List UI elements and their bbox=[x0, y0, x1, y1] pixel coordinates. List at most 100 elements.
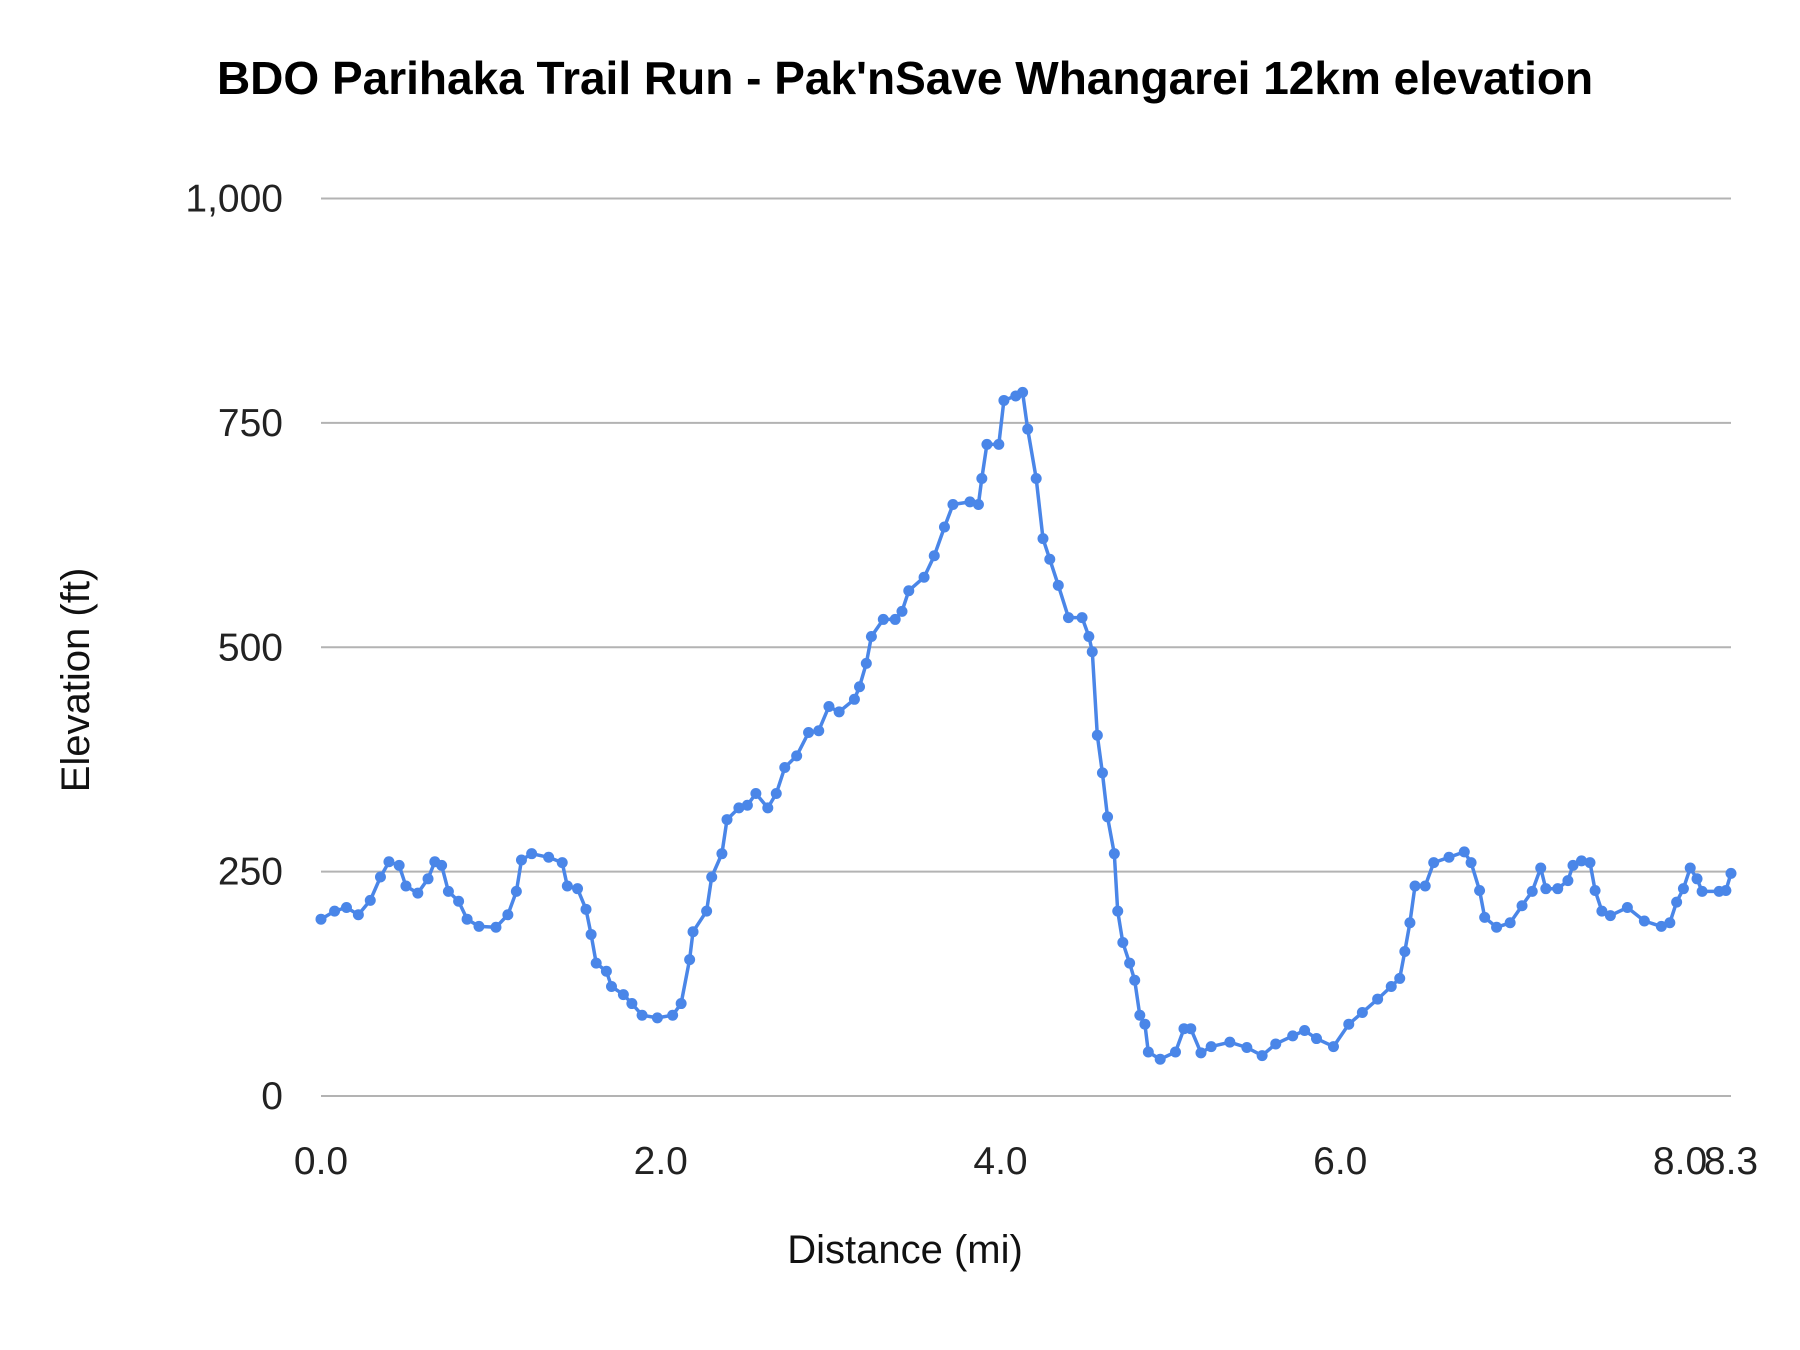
data-point bbox=[1129, 974, 1141, 986]
data-point bbox=[1479, 911, 1491, 923]
x-axis-ticks: 0.0 2.0 4.0 6.0 8.08.3 bbox=[294, 1140, 1758, 1183]
data-point bbox=[675, 998, 687, 1010]
data-point bbox=[733, 802, 745, 814]
data-point bbox=[1083, 630, 1095, 642]
data-point bbox=[1372, 993, 1384, 1005]
data-point bbox=[1474, 884, 1486, 896]
data-point bbox=[779, 762, 791, 774]
data-point bbox=[1465, 857, 1477, 869]
data-point bbox=[1044, 553, 1056, 565]
x-tick-label: 6.0 bbox=[1313, 1140, 1367, 1183]
data-point bbox=[1725, 867, 1737, 879]
data-point bbox=[1535, 862, 1547, 874]
data-point bbox=[716, 848, 728, 860]
data-point bbox=[340, 902, 352, 914]
data-point bbox=[993, 438, 1005, 450]
data-point bbox=[1030, 473, 1042, 485]
data-point bbox=[1664, 917, 1676, 929]
data-point bbox=[329, 905, 341, 917]
data-point bbox=[1576, 855, 1588, 867]
data-point bbox=[928, 550, 940, 562]
data-point bbox=[510, 885, 522, 897]
data-point bbox=[1526, 885, 1538, 897]
data-point bbox=[903, 585, 915, 597]
x-tick-label: 4.0 bbox=[973, 1140, 1027, 1183]
data-point bbox=[1086, 646, 1098, 658]
data-point bbox=[918, 571, 930, 583]
data-point bbox=[383, 856, 395, 868]
data-point bbox=[561, 880, 573, 892]
x-tick-label: 0.0 bbox=[294, 1140, 348, 1183]
data-point bbox=[605, 981, 617, 993]
data-point bbox=[473, 920, 485, 932]
data-point bbox=[1562, 875, 1574, 887]
data-point bbox=[1017, 386, 1029, 398]
y-axis-ticks: 0 250 500 750 1,000 bbox=[185, 178, 283, 1119]
data-point bbox=[352, 909, 364, 921]
data-point bbox=[1037, 533, 1049, 545]
data-point bbox=[1108, 848, 1120, 860]
data-point bbox=[1169, 1046, 1181, 1058]
data-point bbox=[1205, 1041, 1217, 1053]
data-point bbox=[976, 473, 988, 485]
data-point bbox=[636, 1009, 648, 1021]
data-point bbox=[1154, 1053, 1166, 1065]
data-point bbox=[860, 657, 872, 669]
data-point bbox=[865, 630, 877, 642]
data-point bbox=[1052, 579, 1064, 591]
data-point bbox=[1124, 957, 1136, 969]
data-point bbox=[981, 438, 993, 450]
data-point bbox=[947, 499, 959, 511]
data-point bbox=[1399, 946, 1411, 958]
data-point bbox=[1287, 1030, 1299, 1042]
data-point bbox=[1091, 729, 1103, 741]
data-point bbox=[651, 1012, 663, 1024]
data-point bbox=[526, 848, 538, 860]
data-point bbox=[684, 954, 696, 966]
data-point bbox=[580, 903, 592, 915]
data-point bbox=[315, 913, 327, 925]
data-point bbox=[1404, 917, 1416, 929]
data-point bbox=[1409, 880, 1421, 892]
data-point bbox=[364, 894, 376, 906]
data-point bbox=[896, 605, 908, 617]
data-point bbox=[833, 706, 845, 718]
data-point bbox=[1139, 1018, 1151, 1030]
data-point bbox=[422, 873, 434, 885]
data-point bbox=[877, 613, 889, 625]
x-tick-label: 8.3 bbox=[1704, 1140, 1758, 1183]
data-point bbox=[1062, 612, 1074, 624]
data-point bbox=[515, 854, 527, 866]
data-point bbox=[1677, 883, 1689, 895]
data-point bbox=[393, 859, 405, 871]
data-point bbox=[791, 750, 803, 762]
data-point bbox=[1604, 910, 1616, 922]
data-point bbox=[1567, 859, 1579, 871]
data-point bbox=[1720, 884, 1732, 896]
data-point bbox=[1428, 857, 1440, 869]
data-point bbox=[1491, 921, 1503, 933]
y-tick-label: 500 bbox=[218, 626, 283, 669]
data-point bbox=[750, 788, 762, 800]
data-point bbox=[1458, 846, 1470, 858]
data-point bbox=[400, 880, 412, 892]
data-point bbox=[1638, 915, 1650, 927]
x-axis-label: Distance (mi) bbox=[787, 1228, 1023, 1272]
data-point bbox=[1195, 1047, 1207, 1059]
data-point bbox=[1142, 1046, 1154, 1058]
data-point bbox=[1299, 1024, 1311, 1036]
data-point bbox=[938, 521, 950, 533]
data-point bbox=[1691, 873, 1703, 885]
y-tick-label: 1,000 bbox=[185, 178, 283, 221]
data-point bbox=[1343, 1018, 1355, 1030]
data-point bbox=[442, 885, 454, 897]
data-point bbox=[543, 851, 555, 863]
data-point bbox=[1310, 1033, 1322, 1045]
y-axis-label: Elevation (ft) bbox=[54, 568, 98, 793]
data-point bbox=[453, 895, 465, 907]
data-point bbox=[823, 700, 835, 712]
data-point bbox=[1394, 972, 1406, 984]
x-tick-label: 8.0 bbox=[1653, 1140, 1707, 1183]
